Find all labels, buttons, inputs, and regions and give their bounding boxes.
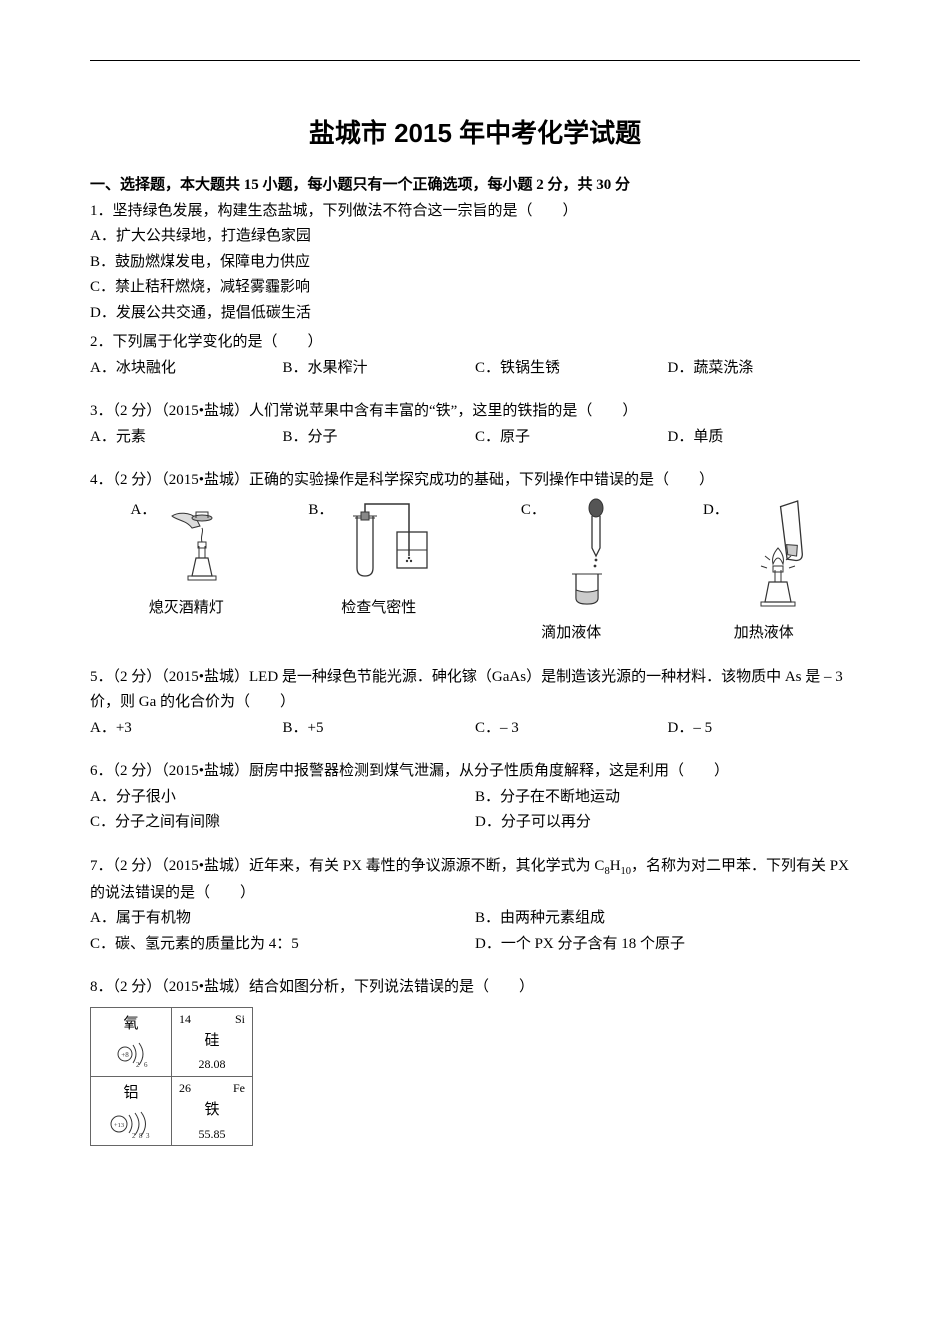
q2-optC: C．铁锅生锈: [475, 356, 668, 382]
q4-capD: 加热液体: [668, 621, 861, 647]
q2-optD: D．蔬菜洗涤: [668, 356, 861, 382]
q7-stem-b: H: [610, 858, 621, 874]
q5-optB: B．+5: [283, 716, 476, 742]
q4-stem: 4．（2 分）（2015•盐城）正确的实验操作是科学探究成功的基础，下列操作中错…: [90, 468, 860, 494]
q3-optC: C．原子: [475, 425, 668, 451]
si-number: 14: [179, 1009, 191, 1029]
question-3: 3．（2 分）（2015•盐城）人们常说苹果中含有丰富的“铁”，这里的铁指的是（…: [90, 399, 860, 450]
q1-stem: 1．坚持绿色发展，构建生态盐城，下列做法不符合这一宗旨的是（ ）: [90, 199, 860, 225]
svg-text:6: 6: [144, 1061, 148, 1069]
si-name: 硅: [173, 1029, 251, 1055]
q1-optC: C．禁止秸秆燃烧，减轻雾霾影响: [90, 275, 860, 301]
q7-optD: D．一个 PX 分子含有 18 个原子: [475, 932, 860, 958]
q3-optA: A．元素: [90, 425, 283, 451]
svg-text:2: 2: [132, 1132, 136, 1140]
fe-name: 铁: [173, 1098, 251, 1124]
q6-optA: A．分子很小: [90, 785, 475, 811]
q8-stem: 8．（2 分）（2015•盐城）结合如图分析，下列说法错误的是（ ）: [90, 975, 860, 1001]
lamp-extinguish-icon: [162, 498, 242, 583]
svg-text:3: 3: [146, 1132, 150, 1140]
q2-optA: A．冰块融化: [90, 356, 283, 382]
q7-stem-a: 7．（2 分）（2015•盐城）近年来，有关 PX 毒性的争议源源不断，其化学式…: [90, 858, 604, 874]
q7-optA: A．属于有机物: [90, 906, 475, 932]
question-1: 1．坚持绿色发展，构建生态盐城，下列做法不符合这一宗旨的是（ ） A．扩大公共绿…: [90, 199, 860, 327]
q6-optC: C．分子之间有间隙: [90, 810, 475, 836]
si-symbol: Si: [235, 1009, 245, 1029]
q4-labelC: C．: [521, 498, 546, 524]
q7-stem: 7．（2 分）（2015•盐城）近年来，有关 PX 毒性的争议源源不断，其化学式…: [90, 854, 860, 906]
heat-liquid-icon: [735, 498, 825, 608]
cell-aluminum: 铝 +13 2 8 3: [91, 1076, 172, 1145]
question-6: 6．（2 分）（2015•盐城）厨房中报警器检测到煤气泄漏，从分子性质角度解释，…: [90, 759, 860, 836]
q7-optC: C．碳、氢元素的质量比为 4：5: [90, 932, 475, 958]
q6-optB: B．分子在不断地运动: [475, 785, 860, 811]
q5-optD: D．– 5: [668, 716, 861, 742]
dropper-icon: [552, 498, 622, 608]
q1-optB: B．鼓励燃煤发电，保障电力供应: [90, 250, 860, 276]
question-2: 2．下列属于化学变化的是（ ） A．冰块融化 B．水果榨汁 C．铁锅生锈 D．蔬…: [90, 330, 860, 381]
oxygen-atom-icon: +8 2 6: [103, 1037, 159, 1071]
question-8: 8．（2 分）（2015•盐城）结合如图分析，下列说法错误的是（ ） 氧 +8 …: [90, 975, 860, 1146]
q4-labelA: A．: [130, 498, 156, 524]
q2-optB: B．水果榨汁: [283, 356, 476, 382]
svg-text:2: 2: [136, 1061, 140, 1069]
q4-capA: 熄灭酒精灯: [90, 596, 283, 622]
page-title: 盐城市 2015 年中考化学试题: [90, 111, 860, 155]
q3-optD: D．单质: [668, 425, 861, 451]
q4-capC: 滴加液体: [475, 621, 668, 647]
q2-stem: 2．下列属于化学变化的是（ ）: [90, 330, 860, 356]
cell-silicon: 14 Si 硅 28.08: [172, 1007, 253, 1076]
airtight-check-icon: [339, 498, 449, 583]
cell-iron: 26 Fe 铁 55.85: [172, 1076, 253, 1145]
q7-sub2: 10: [621, 866, 632, 877]
q1-optA: A．扩大公共绿地，打造绿色家园: [90, 224, 860, 250]
svg-text:8: 8: [139, 1132, 143, 1140]
oxy-label: 氧: [92, 1012, 170, 1038]
svg-text:+8: +8: [121, 1051, 129, 1059]
q3-stem: 3．（2 分）（2015•盐城）人们常说苹果中含有丰富的“铁”，这里的铁指的是（…: [90, 399, 860, 425]
question-7: 7．（2 分）（2015•盐城）近年来，有关 PX 毒性的争议源源不断，其化学式…: [90, 854, 860, 957]
q4-capB: 检查气密性: [283, 596, 476, 622]
q4-labelB: B．: [308, 498, 333, 524]
q8-element-table: 氧 +8 2 6 14 Si 硅 28: [90, 1007, 253, 1147]
fe-mass: 55.85: [173, 1124, 251, 1144]
q5-stem: 5．（2 分）（2015•盐城）LED 是一种绿色节能光源．砷化镓（GaAs）是…: [90, 665, 860, 716]
aluminum-atom-icon: +13 2 8 3: [101, 1107, 161, 1141]
q7-optB: B．由两种元素组成: [475, 906, 860, 932]
q4-labelD: D．: [703, 498, 729, 524]
si-mass: 28.08: [173, 1054, 251, 1074]
q5-optC: C．– 3: [475, 716, 668, 742]
al-label: 铝: [92, 1081, 170, 1107]
q3-optB: B．分子: [283, 425, 476, 451]
fe-symbol: Fe: [233, 1078, 245, 1098]
cell-oxygen: 氧 +8 2 6: [91, 1007, 172, 1076]
section-header: 一、选择题，本大题共 15 小题，每小题只有一个正确选项，每小题 2 分，共 3…: [90, 173, 860, 199]
q1-optD: D．发展公共交通，提倡低碳生活: [90, 301, 860, 327]
question-5: 5．（2 分）（2015•盐城）LED 是一种绿色节能光源．砷化镓（GaAs）是…: [90, 665, 860, 742]
fe-number: 26: [179, 1078, 191, 1098]
q6-stem: 6．（2 分）（2015•盐城）厨房中报警器检测到煤气泄漏，从分子性质角度解释，…: [90, 759, 860, 785]
svg-text:+13: +13: [114, 1122, 124, 1129]
q6-optD: D．分子可以再分: [475, 810, 860, 836]
question-4: 4．（2 分）（2015•盐城）正确的实验操作是科学探究成功的基础，下列操作中错…: [90, 468, 860, 647]
q5-optA: A．+3: [90, 716, 283, 742]
